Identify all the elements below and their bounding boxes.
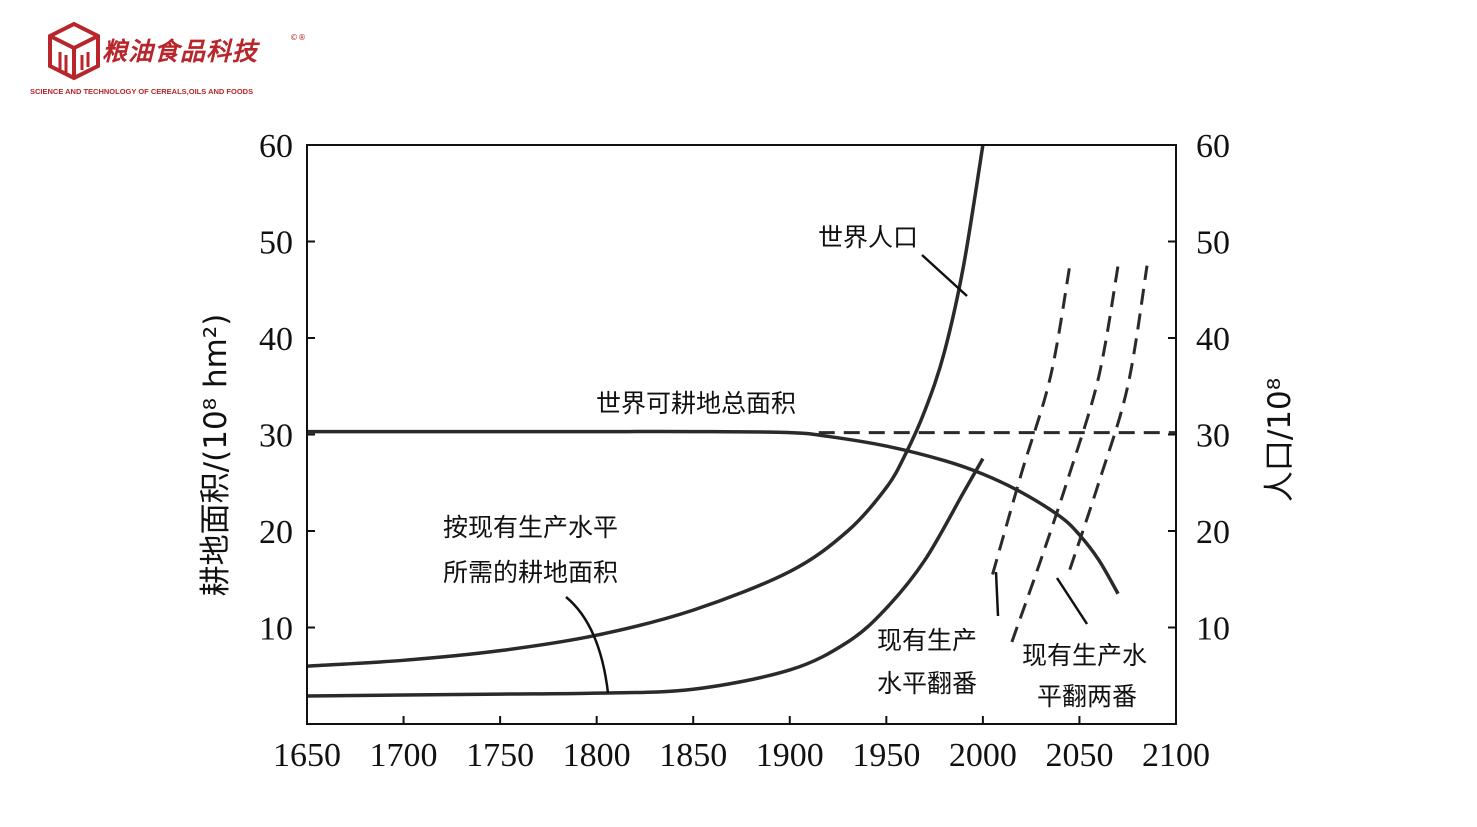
y-tick-label-left: 20	[259, 514, 293, 551]
x-tick-label: 2000	[949, 737, 1017, 774]
x-tick-label: 1700	[370, 737, 438, 774]
series-line-3	[306, 457, 985, 698]
x-tick-label: 1800	[563, 737, 631, 774]
series-line-4	[991, 265, 1072, 575]
x-tick-label: 1900	[756, 737, 824, 774]
y-axis-label-right: 人口/10⁸	[1262, 378, 1298, 502]
x-tick-label: 1750	[466, 737, 534, 774]
annotation-double-line1: 现有生产	[877, 626, 977, 655]
x-tick-label: 1650	[273, 737, 341, 774]
series-line-6	[1068, 265, 1149, 571]
y-tick-label-right: 60	[1196, 128, 1230, 165]
annotation-double-line2: 水平翻番	[877, 669, 977, 698]
logo-english-name: SCIENCE AND TECHNOLOGY OF CEREALS,OILS A…	[30, 87, 254, 96]
series-line-5	[1010, 265, 1120, 643]
x-tick-label: 2100	[1142, 737, 1210, 774]
annotation-total-arable-land: 世界可耕地总面积	[596, 389, 796, 418]
x-tick-label: 1950	[852, 737, 920, 774]
plot-frame	[306, 144, 1177, 725]
y-tick-label-right: 10	[1196, 611, 1230, 648]
journal-logo: 粮油食品科技 ©® SCIENCE AND TECHNOLOGY OF CERE…	[30, 22, 344, 102]
cube-logo-icon	[48, 22, 100, 81]
x-tick-label: 1850	[659, 737, 727, 774]
leader-population	[921, 254, 968, 297]
y-tick-label-left: 10	[259, 611, 293, 648]
annotation-required-land-line1: 按现有生产水平	[443, 513, 618, 542]
annotation-quadruple-line2: 平翻两番	[1037, 682, 1137, 711]
y-tick-label-right: 40	[1196, 321, 1230, 358]
leader-quadruple	[1055, 577, 1089, 625]
y-tick-label-left: 30	[259, 418, 293, 455]
annotation-quadruple-line1: 现有生产水	[1022, 641, 1147, 670]
series-line-0	[306, 144, 985, 668]
y-tick-label-left: 60	[259, 128, 293, 165]
leader-double	[994, 571, 1000, 617]
y-tick-label-left: 40	[259, 321, 293, 358]
y-axis-label-left: 耕地面积/(10⁸ hm²)	[198, 314, 234, 597]
y-tick-label-left: 50	[259, 225, 293, 262]
y-tick-label-right: 20	[1196, 514, 1230, 551]
series-line-1	[307, 429, 1120, 595]
y-tick-label-right: 50	[1196, 225, 1230, 262]
annotation-required-land-line2: 所需的耕地面积	[443, 558, 618, 587]
leader-required-land	[565, 596, 610, 694]
logo-registered-mark: ©®	[290, 33, 306, 42]
x-tick-label: 2050	[1045, 737, 1113, 774]
logo-chinese-name: 粮油食品科技	[102, 37, 259, 66]
annotation-population: 世界人口	[818, 223, 918, 252]
y-tick-label-right: 30	[1196, 418, 1230, 455]
